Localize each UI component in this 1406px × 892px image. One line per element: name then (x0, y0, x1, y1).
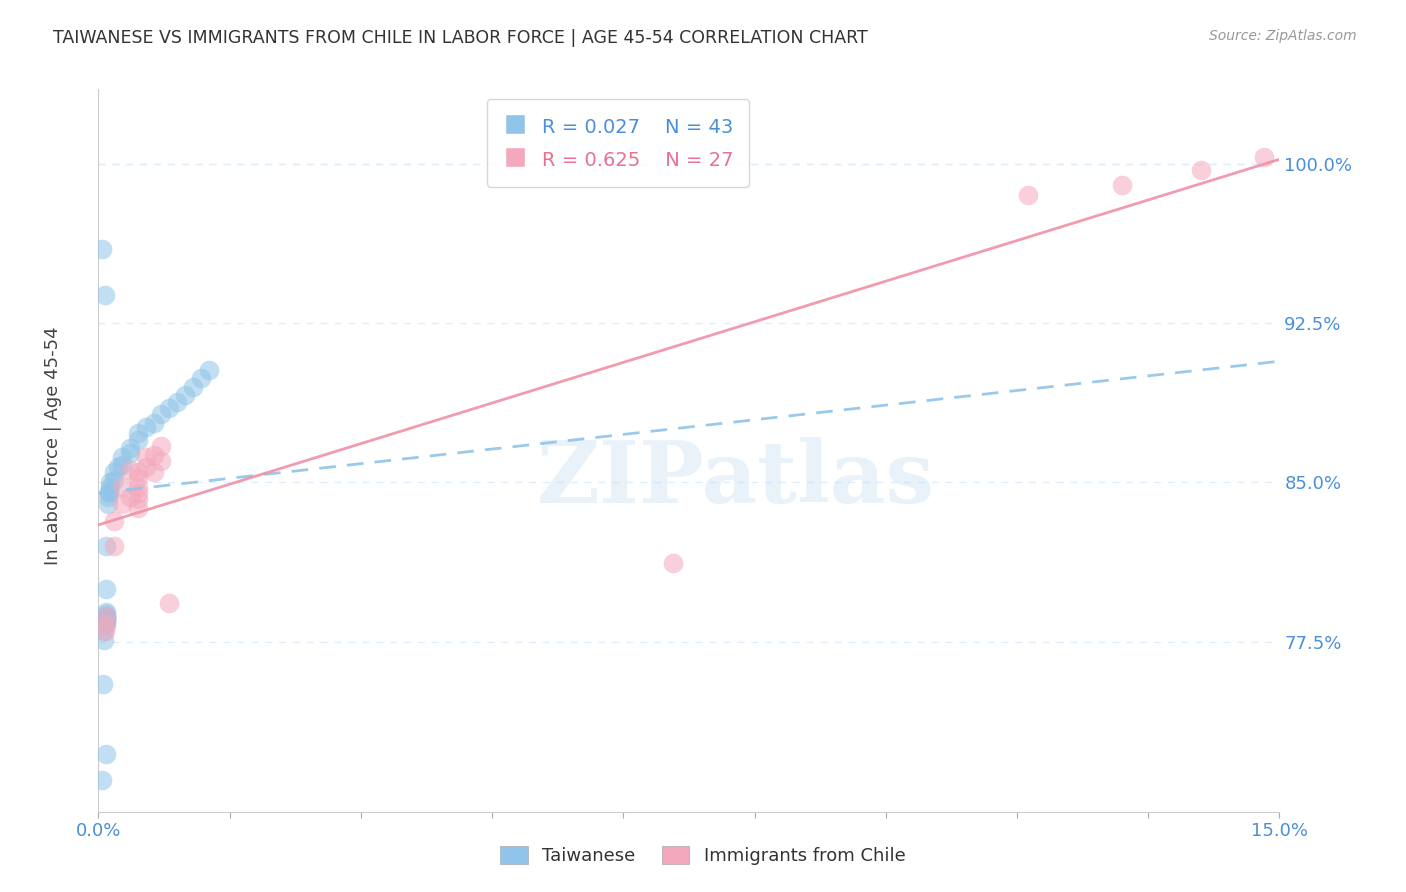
Point (94, 614, 117, 628)
Point (96, 609, 118, 624)
Point (96, 607, 118, 621)
Point (107, 460, 129, 475)
Point (96, 614, 118, 628)
Text: ZIPatlas: ZIPatlas (537, 437, 935, 521)
Point (98, 479, 121, 493)
Point (96, 609, 118, 624)
Point (135, 450, 157, 464)
Point (135, 460, 157, 475)
Point (1111, 178, 1133, 192)
Point (96, 747, 118, 762)
Legend: Taiwanese, Immigrants from Chile: Taiwanese, Immigrants from Chile (494, 838, 912, 872)
Point (91, 677, 114, 691)
Point (135, 420, 157, 434)
Point (103, 465, 125, 479)
Point (127, 479, 149, 493)
Point (111, 479, 134, 493)
Point (127, 486, 149, 500)
Point (96, 617, 118, 632)
Text: TAIWANESE VS IMMIGRANTS FROM CHILE IN LABOR FORCE | AGE 45-54 CORRELATION CHART: TAIWANESE VS IMMIGRANTS FROM CHILE IN LA… (53, 29, 868, 46)
Point (96, 615, 118, 630)
Point (142, 416, 165, 430)
Point (127, 500, 149, 515)
Point (93, 617, 115, 632)
Point (118, 462, 141, 476)
Point (98, 475, 121, 490)
Legend: R = 0.027    N = 43, R = 0.625    N = 27: R = 0.027 N = 43, R = 0.625 N = 27 (488, 99, 749, 187)
Point (157, 401, 180, 415)
Point (1253, 150, 1275, 164)
Point (93, 632, 115, 647)
Point (96, 611, 118, 625)
Point (93, 624, 115, 638)
Point (91, 772, 114, 787)
Point (662, 556, 685, 570)
Point (98, 483, 121, 498)
Point (127, 426, 149, 441)
Point (157, 597, 180, 611)
Point (111, 450, 134, 464)
Point (103, 473, 125, 487)
Point (190, 371, 212, 385)
Point (91, 242, 114, 256)
Point (111, 458, 134, 473)
Point (150, 407, 173, 421)
Point (174, 388, 197, 402)
Point (127, 433, 149, 447)
Point (93, 288, 115, 302)
Point (127, 471, 149, 485)
Point (111, 497, 134, 511)
Point (96, 605, 118, 619)
Point (181, 380, 204, 394)
Point (96, 582, 118, 596)
Point (166, 394, 188, 409)
Point (96, 611, 118, 625)
Point (1189, 163, 1212, 178)
Point (142, 448, 165, 462)
Point (150, 454, 173, 468)
Point (127, 465, 149, 479)
Text: Source: ZipAtlas.com: Source: ZipAtlas.com (1209, 29, 1357, 43)
Point (1017, 188, 1039, 202)
Point (127, 492, 149, 507)
Point (142, 465, 165, 479)
Point (118, 442, 141, 456)
Point (96, 539, 118, 553)
Point (97, 490, 120, 504)
Point (118, 490, 141, 504)
Point (118, 445, 141, 459)
Point (197, 362, 219, 376)
Point (96, 611, 118, 625)
Point (103, 514, 125, 528)
Point (103, 539, 125, 553)
Point (93, 624, 115, 638)
Point (97, 486, 120, 500)
Text: In Labor Force | Age 45-54: In Labor Force | Age 45-54 (45, 326, 62, 566)
Point (97, 497, 120, 511)
Point (150, 439, 173, 453)
